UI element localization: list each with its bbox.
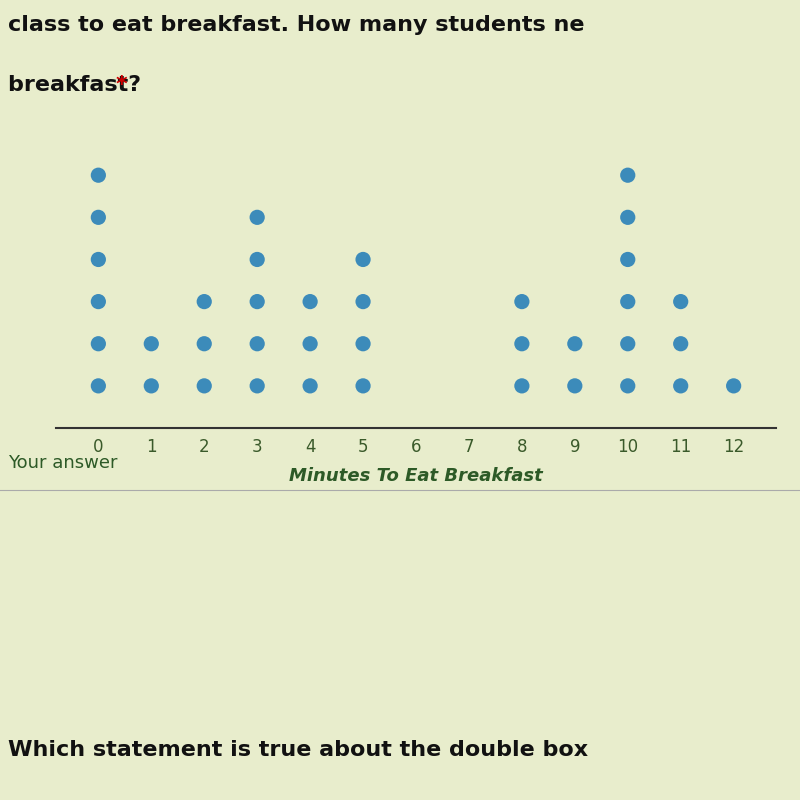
Point — [304, 379, 317, 392]
Point — [357, 338, 370, 350]
Point — [92, 338, 105, 350]
Point — [198, 338, 210, 350]
Point — [357, 379, 370, 392]
Text: Which statement is true about the double box: Which statement is true about the double… — [8, 740, 588, 760]
Point — [674, 295, 687, 308]
Point — [92, 295, 105, 308]
Point — [304, 338, 317, 350]
Point — [622, 253, 634, 266]
Text: class to eat breakfast. How many students ne: class to eat breakfast. How many student… — [8, 15, 585, 35]
Point — [250, 379, 263, 392]
Point — [569, 338, 582, 350]
Point — [250, 211, 263, 224]
Point — [250, 253, 263, 266]
Point — [569, 379, 582, 392]
Point — [250, 338, 263, 350]
Point — [515, 338, 528, 350]
X-axis label: Minutes To Eat Breakfast: Minutes To Eat Breakfast — [289, 467, 543, 485]
Point — [515, 295, 528, 308]
Point — [198, 295, 210, 308]
Point — [92, 211, 105, 224]
Text: breakfast?: breakfast? — [8, 75, 149, 95]
Point — [515, 379, 528, 392]
Point — [145, 338, 158, 350]
Point — [92, 379, 105, 392]
Text: *: * — [116, 75, 128, 95]
Point — [92, 253, 105, 266]
Point — [622, 211, 634, 224]
Point — [198, 379, 210, 392]
Point — [622, 169, 634, 182]
Point — [727, 379, 740, 392]
Point — [674, 338, 687, 350]
Point — [357, 253, 370, 266]
Point — [674, 379, 687, 392]
Text: Your answer: Your answer — [8, 454, 118, 472]
Point — [92, 169, 105, 182]
Point — [622, 379, 634, 392]
Point — [145, 379, 158, 392]
Point — [250, 295, 263, 308]
Point — [304, 295, 317, 308]
Point — [622, 295, 634, 308]
Point — [357, 295, 370, 308]
Point — [622, 338, 634, 350]
